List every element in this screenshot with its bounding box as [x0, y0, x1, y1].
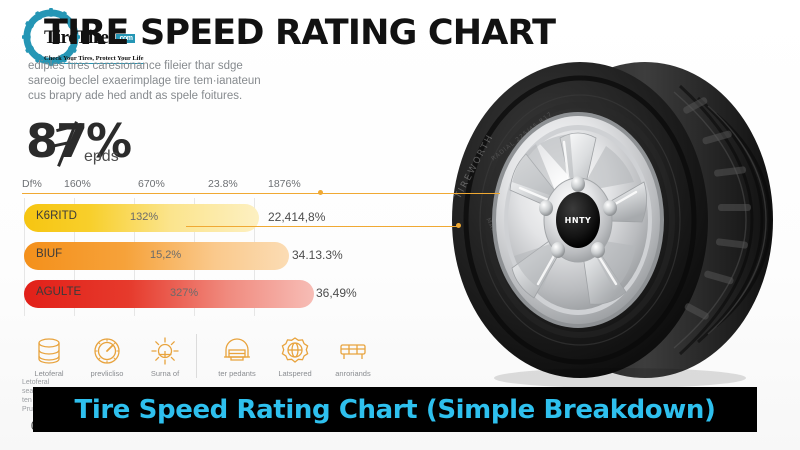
subtitle-line-1: ediples tires caresionance fileier thar … [28, 60, 243, 72]
gear-tire-icon [22, 8, 80, 66]
sun-icon [151, 337, 179, 365]
axis-tick-4: 1876% [268, 178, 301, 190]
subtitle-line-2: sareoig beclel exaerimplage tire tem·ian… [28, 75, 261, 87]
site-logo[interactable]: TireTires .com Check Your Tires, Protect … [14, 6, 164, 68]
icon-group-divider [196, 334, 197, 378]
page-subtitle: ediples tires caresionance fileier thar … [28, 59, 318, 104]
banner-title: Tire Speed Rating Chart (Simple Breakdow… [74, 394, 716, 425]
fineprint-line-2: ten [22, 397, 32, 404]
bar-mid-value-0: 132% [130, 211, 159, 223]
bar-end-value-0: 22,414,8% [268, 210, 326, 224]
bottom-banner: Tire Speed Rating Chart (Simple Breakdow… [33, 387, 757, 432]
fineprint-line-1: sea [22, 388, 34, 395]
bar-end-value-1: 34.13.3% [292, 248, 343, 262]
subtitle-line-3: cus brapry ade hed andt as spele foiture… [28, 90, 243, 102]
fineprint-line-0: Letoferal [22, 379, 50, 386]
logo-name: TireTires [44, 27, 116, 48]
bar-1[interactable] [24, 242, 289, 270]
icon-cell-0[interactable]: Letoferal [22, 336, 76, 378]
wheel-cap-text: HNTY [565, 216, 592, 225]
globe-badge-icon [281, 337, 309, 363]
bar-mid-value-2: 327% [170, 287, 199, 299]
leader-line-top [22, 193, 322, 195]
table-icon [340, 344, 366, 359]
feature-icon-strip: Letoferal prevlicliso [22, 334, 382, 384]
headline-stat: 87% epds [26, 118, 132, 167]
icon-caption-2: Surna of [150, 369, 180, 378]
fineprint-block: Letoferal sea ten Pru [22, 378, 82, 414]
icon-caption-0: Letoferal [34, 369, 64, 378]
icon-caption-1: prevlicliso [90, 369, 124, 378]
bar-2[interactable] [24, 280, 314, 308]
bar-mid-value-1: 15,2% [150, 249, 182, 261]
icon-cell-4[interactable]: Latspered [268, 336, 322, 378]
tire-photo: TIREWORTH RADIAL 225/45 R17 MAX PRESS 44… [430, 42, 790, 392]
leader-dot-top [318, 190, 323, 195]
icon-caption-4: Latspered [278, 369, 312, 378]
axis-tick-1: 160% [64, 178, 91, 190]
monitor-icon [224, 338, 250, 361]
speed-rating-bar-chart: Df% 160% 670% 23.8% 1876% K6RITD 132% 22… [20, 178, 357, 318]
leader-line-top-extend [318, 193, 500, 195]
chart-plot-area: K6RITD 132% 22,414,8% BIUF 15,2% 34.13.3… [20, 198, 357, 316]
bar-label-2: AGULTE [36, 286, 82, 298]
axis-tick-2: 670% [138, 178, 165, 190]
icon-caption-5: anroriands [335, 369, 371, 378]
icon-caption-3: ter pedants [218, 369, 256, 378]
page-title: TIRE SPEED RATING CHART [44, 13, 556, 53]
icon-cell-2[interactable]: Surna of [138, 336, 192, 378]
table-row[interactable]: AGULTE 327% 36,49% [20, 280, 357, 308]
chart-x-axis: Df% 160% 670% 23.8% 1876% [20, 178, 340, 196]
bar-label-1: BIUF [36, 248, 63, 260]
axis-tick-0: Df% [22, 178, 42, 190]
icon-cell-3[interactable]: ter pedants [210, 336, 264, 378]
leader-line-bottom [186, 226, 460, 228]
database-icon [38, 338, 60, 364]
logo-text: TireTires .com Check Your Tires, Protect … [44, 28, 164, 65]
logo-wordmark: TireTires .com [44, 28, 164, 47]
table-row[interactable]: K6RITD 132% 22,414,8% [20, 204, 340, 232]
gauge-icon [94, 338, 120, 364]
logo-tagline: Check Your Tires, Protect Your Life [44, 55, 144, 64]
icon-cell-5[interactable]: anroriands [326, 336, 380, 378]
table-row[interactable]: BIUF 15,2% 34.13.3% [20, 242, 343, 270]
fineprint-line-3: Pru [22, 406, 33, 413]
axis-tick-3: 23.8% [208, 178, 238, 190]
icon-cell-1[interactable]: prevlicliso [80, 336, 134, 378]
logo-dotcom: .com [116, 34, 135, 44]
bar-end-value-2: 36,49% [316, 286, 357, 300]
stat-label: epds [84, 148, 119, 165]
leader-dot-bottom [456, 223, 461, 228]
bar-label-0: K6RITD [36, 210, 77, 222]
